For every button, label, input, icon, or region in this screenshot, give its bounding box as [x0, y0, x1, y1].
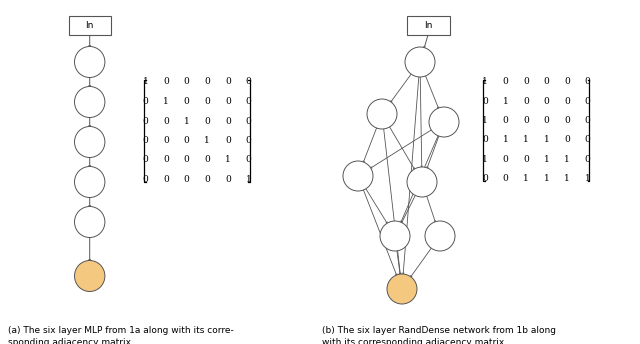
Text: 0: 0 — [502, 174, 508, 183]
Text: 0: 0 — [204, 155, 210, 164]
Text: 1: 1 — [225, 155, 231, 164]
Text: 0: 0 — [225, 117, 231, 126]
Text: 0: 0 — [543, 116, 549, 125]
Text: 0: 0 — [482, 97, 488, 106]
Circle shape — [429, 107, 459, 137]
Text: 1: 1 — [163, 97, 169, 106]
Text: 0: 0 — [523, 97, 529, 106]
FancyBboxPatch shape — [68, 17, 111, 35]
Text: 0: 0 — [584, 116, 590, 125]
Text: 1: 1 — [184, 117, 189, 126]
Text: 1: 1 — [246, 175, 252, 184]
Text: 0: 0 — [184, 175, 189, 184]
Text: In: In — [86, 21, 94, 31]
Text: (a) The six layer MLP from 1a along with its corre-
sponding adjacency matrix.: (a) The six layer MLP from 1a along with… — [8, 326, 234, 344]
Circle shape — [367, 99, 397, 129]
Text: 1: 1 — [584, 174, 590, 183]
Text: 0: 0 — [204, 175, 210, 184]
Text: 0: 0 — [543, 97, 549, 106]
Text: 0: 0 — [584, 77, 590, 86]
Circle shape — [74, 86, 105, 118]
Text: 0: 0 — [246, 136, 252, 145]
Text: 0: 0 — [564, 97, 570, 106]
FancyBboxPatch shape — [406, 17, 449, 35]
Text: 1: 1 — [543, 155, 549, 164]
Text: 0: 0 — [523, 77, 529, 86]
Text: 0: 0 — [143, 155, 148, 164]
Text: 1: 1 — [482, 77, 488, 86]
Text: In: In — [424, 21, 432, 31]
Text: 1: 1 — [482, 155, 488, 164]
Text: (b) The six layer RandDense network from 1b along
with its corresponding adjacen: (b) The six layer RandDense network from… — [322, 326, 556, 344]
Text: 0: 0 — [246, 117, 252, 126]
Text: 0: 0 — [163, 155, 169, 164]
Text: 0: 0 — [225, 175, 231, 184]
Circle shape — [407, 167, 437, 197]
Text: 0: 0 — [502, 77, 508, 86]
Text: 0: 0 — [143, 97, 148, 106]
Circle shape — [74, 166, 105, 197]
Text: 1: 1 — [482, 116, 488, 125]
Text: 0: 0 — [584, 136, 590, 144]
Text: 0: 0 — [163, 117, 169, 126]
Text: 1: 1 — [543, 174, 549, 183]
Text: 0: 0 — [246, 77, 252, 86]
Circle shape — [74, 206, 105, 237]
Text: 0: 0 — [204, 97, 210, 106]
Text: 1: 1 — [204, 136, 210, 145]
Text: 0: 0 — [523, 155, 529, 164]
Text: 0: 0 — [225, 97, 231, 106]
Text: 1: 1 — [502, 136, 508, 144]
Text: 0: 0 — [564, 116, 570, 125]
Text: 0: 0 — [143, 136, 148, 145]
Text: 1: 1 — [143, 77, 148, 86]
Text: 1: 1 — [564, 155, 570, 164]
Text: 1: 1 — [523, 136, 529, 144]
Text: 0: 0 — [482, 174, 488, 183]
Text: 0: 0 — [523, 116, 529, 125]
Text: 0: 0 — [204, 117, 210, 126]
Text: 0: 0 — [246, 155, 252, 164]
Circle shape — [74, 46, 105, 77]
Circle shape — [74, 127, 105, 158]
Circle shape — [425, 221, 455, 251]
Text: 0: 0 — [225, 77, 231, 86]
Circle shape — [343, 161, 373, 191]
Text: 0: 0 — [184, 97, 189, 106]
Text: 0: 0 — [143, 117, 148, 126]
Text: 0: 0 — [502, 116, 508, 125]
Text: 0: 0 — [184, 155, 189, 164]
Text: 0: 0 — [163, 136, 169, 145]
Text: 0: 0 — [184, 136, 189, 145]
Circle shape — [380, 221, 410, 251]
Text: 0: 0 — [564, 136, 570, 144]
Text: 0: 0 — [584, 155, 590, 164]
Text: 0: 0 — [502, 155, 508, 164]
Text: 1: 1 — [523, 174, 529, 183]
Text: 1: 1 — [502, 97, 508, 106]
Text: 0: 0 — [246, 97, 252, 106]
Circle shape — [74, 260, 105, 291]
Text: 0: 0 — [564, 77, 570, 86]
Text: 0: 0 — [143, 175, 148, 184]
Text: 1: 1 — [564, 174, 570, 183]
Text: 0: 0 — [163, 175, 169, 184]
Text: 0: 0 — [584, 97, 590, 106]
Circle shape — [387, 274, 417, 304]
Text: 0: 0 — [225, 136, 231, 145]
Text: 0: 0 — [184, 77, 189, 86]
Text: 0: 0 — [163, 77, 169, 86]
Text: 1: 1 — [543, 136, 549, 144]
Text: 0: 0 — [482, 136, 488, 144]
Circle shape — [405, 47, 435, 77]
Text: 0: 0 — [204, 77, 210, 86]
Text: 0: 0 — [543, 77, 549, 86]
